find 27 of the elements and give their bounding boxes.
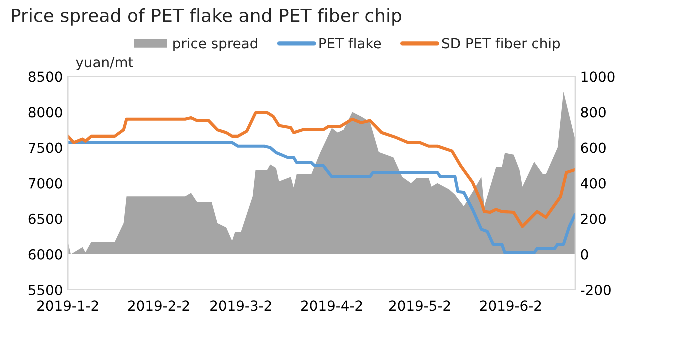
- y2-tick-label: 600: [581, 142, 606, 154]
- x-tick-label: 2019-3-2: [210, 300, 272, 312]
- x-tick-label: 2019-1-2: [38, 300, 98, 312]
- y-axis-title: yuan/mt: [76, 57, 134, 70]
- y-tick-label: 7500: [29, 142, 62, 154]
- y2-tick-label: 1000: [582, 72, 615, 82]
- legend-label: SD PET fiber chip: [442, 38, 560, 52]
- y2-tick-label: -200: [581, 284, 611, 296]
- x-tick-label: 2019-5-2: [390, 300, 450, 312]
- y2-tick-label: 200: [581, 214, 606, 224]
- legend-label: price spread: [174, 38, 258, 52]
- x-tick-label: 2019-6-2: [480, 300, 542, 312]
- y-tick-label: 5500: [28, 284, 62, 296]
- y2-tick-label: 400: [581, 178, 606, 189]
- y-tick-label: 6000: [28, 249, 62, 260]
- x-tick-label: 2019-4-2: [302, 300, 362, 312]
- y2-tick-label: 800: [581, 107, 606, 118]
- y-tick-label: 7000: [29, 178, 62, 189]
- x-tick-label: 2019-2-2: [128, 300, 190, 312]
- y-tick-label: 8000: [28, 107, 62, 118]
- y-tick-label: 6500: [28, 214, 62, 224]
- line-series: [68, 111, 576, 228]
- y-tick-label: 8500: [28, 72, 62, 82]
- y2-tick-label: 0: [581, 249, 588, 260]
- chart-title: Price spread of PET flake and PET fiber chip: [12, 8, 402, 26]
- line-series: [68, 141, 576, 255]
- legend-label: PET flake: [320, 38, 382, 49]
